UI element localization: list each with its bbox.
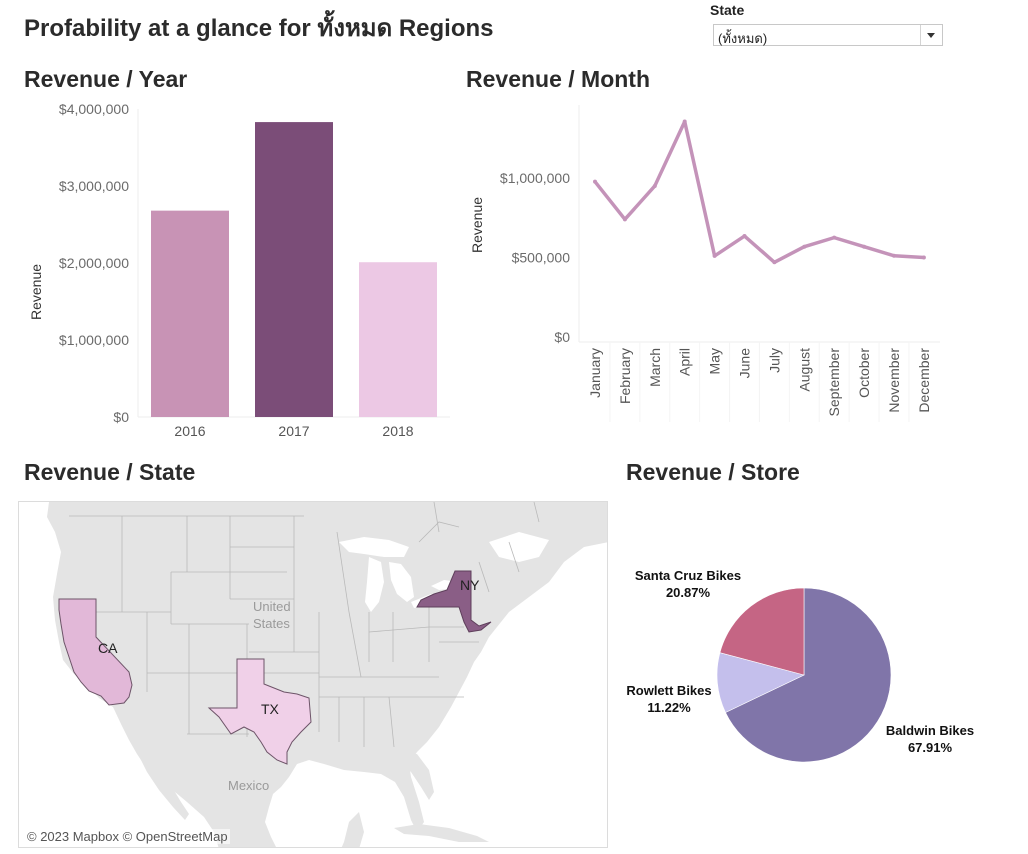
y-tick-label: $3,000,000 — [59, 178, 129, 194]
revenue-year-chart: $0 $1,000,000 $2,000,000 $3,000,000 $4,000,0… — [28, 101, 450, 439]
x-tick-label: August — [796, 348, 812, 392]
revenue-state-map[interactable]: CA TX NY United States Mexico © 2023 Map… — [18, 501, 608, 848]
point-january[interactable] — [593, 179, 597, 184]
x-tick-label: June — [737, 348, 753, 379]
pie-label-name: Santa Cruz Bikes — [635, 568, 741, 583]
y-axis-title: Revenue — [469, 197, 485, 253]
y-tick-label: $0 — [113, 409, 129, 425]
point-march[interactable] — [652, 183, 657, 188]
x-tick-label: March — [647, 348, 663, 387]
page-title: Profability at a glance for ทั้งหมด Regi… — [24, 15, 494, 42]
y-tick-label: $4,000,000 — [59, 101, 129, 117]
state-filter-dropdown[interactable]: (ทั้งหมด) — [713, 24, 943, 46]
revenue-year-title: Revenue / Year — [24, 66, 188, 92]
x-tick-label: July — [766, 348, 782, 373]
map-label-united: United — [253, 599, 291, 614]
chevron-down-icon[interactable] — [920, 25, 942, 45]
pie-label-percent: 20.87% — [666, 585, 711, 600]
pie-label-percent: 11.22% — [647, 700, 691, 715]
y-tick-label: $1,000,000 — [59, 332, 129, 348]
y-tick-label: $500,000 — [512, 250, 571, 266]
point-may[interactable] — [712, 253, 717, 258]
point-december[interactable] — [921, 255, 926, 260]
state-filter-value: (ทั้งหมด) — [718, 31, 768, 46]
map-land-cuba — [394, 824, 489, 842]
bar-2018[interactable] — [359, 262, 437, 417]
pie-slice-baldwin-bikes[interactable] — [725, 587, 892, 763]
point-november[interactable] — [892, 253, 896, 258]
pie-label-percent: 67.91% — [908, 740, 953, 755]
state-ny[interactable] — [416, 570, 492, 633]
x-tick-label: 2017 — [278, 423, 309, 439]
map-canvas[interactable]: CA TX NY United States Mexico — [19, 502, 608, 848]
revenue-state-title: Revenue / State — [24, 459, 196, 485]
map-label-ca: CA — [98, 640, 118, 656]
x-tick-label: February — [617, 348, 633, 404]
map-attribution[interactable]: © 2023 Mapbox © OpenStreetMap — [25, 829, 230, 844]
bar-2017[interactable] — [255, 122, 333, 417]
x-tick-label: January — [587, 348, 603, 398]
bar-2016[interactable] — [151, 210, 229, 417]
map-great-lakes — [339, 537, 459, 612]
pie-label-name: Rowlett Bikes — [626, 683, 711, 698]
point-april[interactable] — [682, 119, 687, 124]
revenue-month-chart: $0 $500,000 $1,000,000 Revenue January Februa… — [469, 105, 940, 422]
revenue-store-chart: Baldwin Bikes 67.91% Rowlett Bikes 11.22% Sa… — [626, 568, 974, 763]
revenue-month-title: Revenue / Month — [466, 66, 651, 92]
state-filter-label: State — [710, 2, 745, 18]
point-june[interactable] — [742, 234, 747, 239]
map-land-florida — [399, 752, 434, 800]
point-february[interactable] — [622, 217, 627, 222]
x-tick-label: April — [677, 348, 693, 376]
point-october[interactable] — [862, 244, 867, 249]
revenue-store-title: Revenue / Store — [626, 459, 800, 485]
map-label-mexico: Mexico — [228, 778, 269, 793]
map-label-tx: TX — [261, 701, 280, 717]
pie-slice-santa-cruz-bikes[interactable] — [719, 587, 805, 676]
x-tick-label: September — [826, 348, 842, 417]
map-water-atlantic-north — [489, 532, 549, 562]
map-label-states: States — [253, 616, 290, 631]
x-tick-label: November — [886, 348, 902, 413]
x-tick-label: 2016 — [174, 423, 205, 439]
map-land-yucatan — [341, 812, 364, 847]
y-tick-label: $0 — [554, 329, 570, 345]
x-tick-label: October — [856, 348, 872, 398]
x-tick-label: December — [916, 348, 932, 413]
y-tick-label: $2,000,000 — [59, 255, 129, 271]
point-september[interactable] — [832, 235, 837, 240]
y-axis-title: Revenue — [28, 264, 44, 320]
state-tx[interactable] — [207, 658, 312, 765]
revenue-line[interactable] — [593, 119, 925, 265]
point-july[interactable] — [772, 260, 777, 265]
x-tick-label: May — [707, 348, 723, 374]
y-tick-label: $1,000,000 — [500, 170, 570, 186]
state-ca[interactable] — [58, 598, 133, 706]
map-land-baja — [137, 732, 189, 820]
point-august[interactable] — [802, 244, 807, 249]
pie-label-name: Baldwin Bikes — [886, 723, 974, 738]
x-tick-label: 2018 — [382, 423, 413, 439]
map-label-ny: NY — [460, 577, 480, 593]
